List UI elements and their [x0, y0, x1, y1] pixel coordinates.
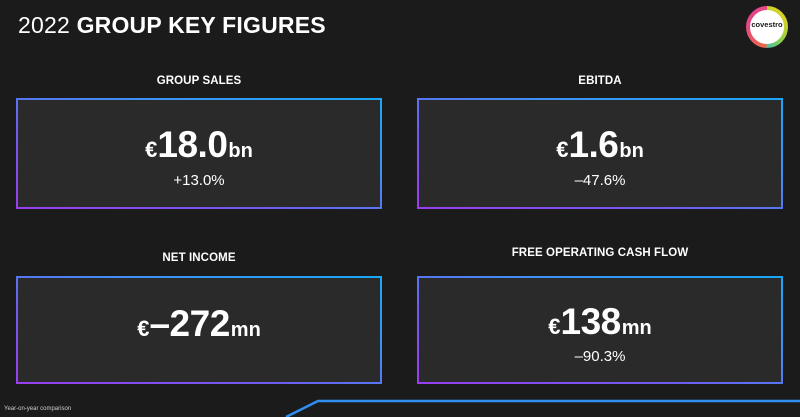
kpi-card-group-sales: €18.0bn +13.0%	[16, 98, 382, 209]
covestro-logo: covestro	[745, 5, 789, 49]
kpi-label-ebitda: EBITDA	[578, 75, 622, 87]
kpi-change-group-sales: +13.0%	[173, 172, 225, 189]
kpi-currency: €	[145, 137, 158, 162]
kpi-currency: €	[556, 137, 569, 162]
page-title-year: 2022	[18, 12, 70, 38]
kpi-unit: mn	[230, 319, 261, 341]
footnote: Year-on-year comparison	[4, 406, 72, 412]
kpi-number: –272	[149, 303, 230, 344]
page-title-text: GROUP KEY FIGURES	[76, 12, 326, 38]
kpi-change-ebitda: –47.6%	[574, 172, 626, 189]
kpi-label-net-income: NET INCOME	[162, 252, 236, 264]
kpi-unit: bn	[228, 140, 253, 162]
kpi-value-ebitda: €1.6bn	[419, 124, 781, 166]
kpi-label-free-operating-cash-flow: FREE OPERATING CASH FLOW	[511, 247, 689, 259]
kpi-unit: mn	[621, 317, 652, 339]
kpi-number: 1.6	[568, 124, 619, 165]
kpi-number: 138	[560, 301, 622, 342]
kpi-value-free-operating-cash-flow: €138mn	[419, 301, 781, 343]
kpi-number: 18.0	[157, 124, 228, 165]
page-title: 2022 GROUP KEY FIGURES	[18, 12, 326, 39]
kpi-card-free-operating-cash-flow: €138mn –90.3%	[417, 276, 783, 384]
logo-ring-icon	[746, 6, 788, 48]
kpi-value-net-income: €–272mn	[18, 303, 380, 345]
kpi-value-group-sales: €18.0bn	[18, 124, 380, 166]
kpi-card-net-income: €–272mn	[16, 276, 382, 384]
kpi-label-group-sales: GROUP SALES	[156, 75, 242, 87]
kpi-change-free-operating-cash-flow: –90.3%	[574, 348, 626, 365]
kpi-currency: €	[137, 316, 150, 341]
kpi-unit: bn	[619, 140, 644, 162]
kpi-card-ebitda: €1.6bn –47.6%	[417, 98, 783, 209]
logo-wordmark: covestro	[751, 20, 783, 29]
kpi-currency: €	[548, 314, 561, 339]
